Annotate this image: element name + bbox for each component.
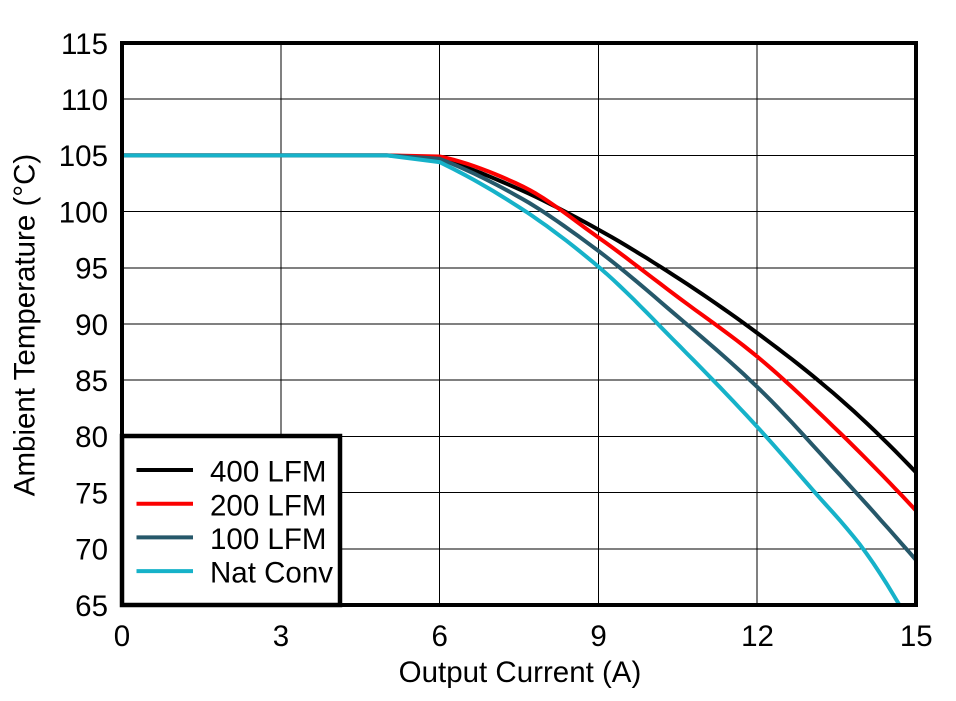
svg-text:75: 75 [75, 477, 108, 510]
svg-text:6: 6 [431, 620, 447, 653]
svg-text:105: 105 [59, 140, 108, 173]
svg-text:100: 100 [59, 196, 108, 229]
svg-text:65: 65 [75, 590, 108, 623]
svg-text:85: 85 [75, 365, 108, 398]
svg-text:400 LFM: 400 LFM [210, 456, 326, 489]
svg-text:90: 90 [75, 309, 108, 342]
svg-text:80: 80 [75, 421, 108, 454]
svg-text:Nat Conv: Nat Conv [210, 557, 333, 590]
svg-text:0: 0 [114, 620, 130, 653]
svg-text:70: 70 [75, 534, 108, 567]
svg-text:115: 115 [61, 28, 108, 61]
svg-text:12: 12 [741, 620, 774, 653]
svg-text:15: 15 [900, 620, 933, 653]
svg-text:100 LFM: 100 LFM [210, 523, 326, 556]
svg-text:95: 95 [75, 253, 108, 286]
svg-text:3: 3 [273, 620, 289, 653]
svg-text:Ambient Temperature (°C): Ambient Temperature (°C) [9, 154, 42, 496]
svg-text:Output Current (A): Output Current (A) [399, 656, 642, 689]
svg-text:9: 9 [590, 620, 606, 653]
svg-text:200 LFM: 200 LFM [210, 489, 326, 522]
svg-text:110: 110 [61, 84, 108, 117]
